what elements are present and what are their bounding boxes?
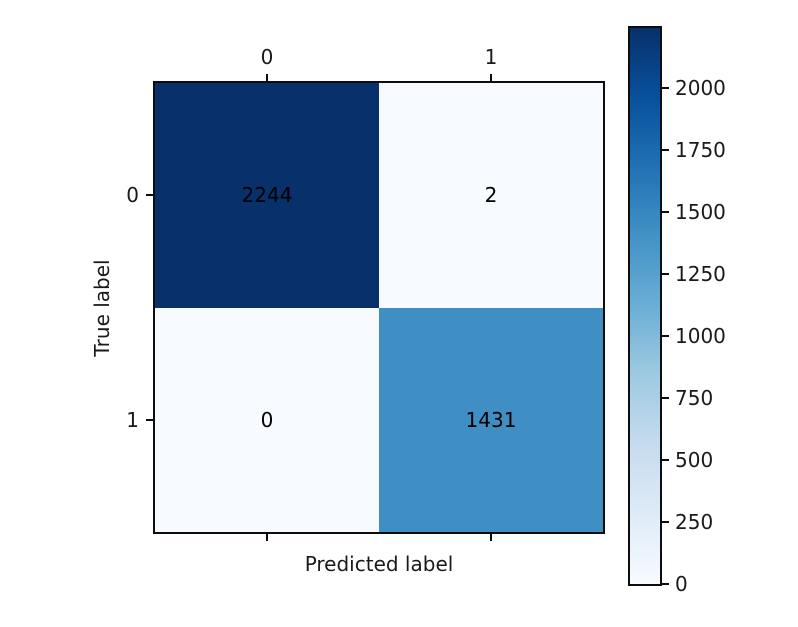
x-tick-mark-bottom (266, 534, 268, 541)
x-tick-mark-bottom (490, 534, 492, 541)
colorbar-tick-label: 0 (675, 572, 688, 596)
x-tick-label: 0 (260, 45, 274, 69)
colorbar-tick-mark (662, 583, 669, 585)
y-axis-label: True label (90, 258, 114, 357)
heatmap-cell-r1c0: 0 (155, 307, 379, 532)
y-tick-mark (146, 194, 153, 197)
colorbar-tick-label: 750 (675, 386, 714, 411)
colorbar-tick-label: 1250 (675, 262, 726, 287)
x-tick-mark-top (490, 74, 492, 81)
x-axis-label: Predicted label (304, 552, 454, 576)
colorbar (628, 26, 662, 586)
heatmap-axes: 2244 2 0 1431 (153, 81, 605, 534)
x-tick-label: 1 (484, 45, 498, 69)
heatmap-cells: 2244 2 0 1431 (155, 83, 603, 532)
heatmap-cell-r1c1: 1431 (379, 307, 603, 532)
x-tick-mark-top (266, 74, 268, 81)
colorbar-tick-mark (662, 521, 669, 524)
colorbar-tick-label: 1000 (675, 324, 726, 349)
colorbar-tick-mark (662, 273, 669, 276)
y-tick-label: 0 (126, 183, 139, 208)
colorbar-tick-mark (662, 397, 669, 400)
y-tick-label: 1 (126, 407, 139, 432)
colorbar-tick-mark (662, 335, 669, 338)
colorbar-tick-mark (662, 87, 669, 90)
colorbar-tick-label: 1500 (675, 200, 726, 225)
colorbar-tick-label: 250 (675, 510, 714, 535)
colorbar-tick-label: 2000 (675, 76, 726, 101)
colorbar-tick-mark (662, 211, 669, 214)
colorbar-tick-label: 1750 (675, 138, 726, 163)
heatmap-cell-r0c1: 2 (379, 83, 603, 308)
colorbar-tick-mark (662, 459, 669, 462)
heatmap-cell-r0c0: 2244 (155, 83, 379, 308)
colorbar-tick-label: 500 (675, 448, 714, 473)
colorbar-tick-mark (662, 149, 669, 152)
y-tick-mark (146, 418, 153, 421)
